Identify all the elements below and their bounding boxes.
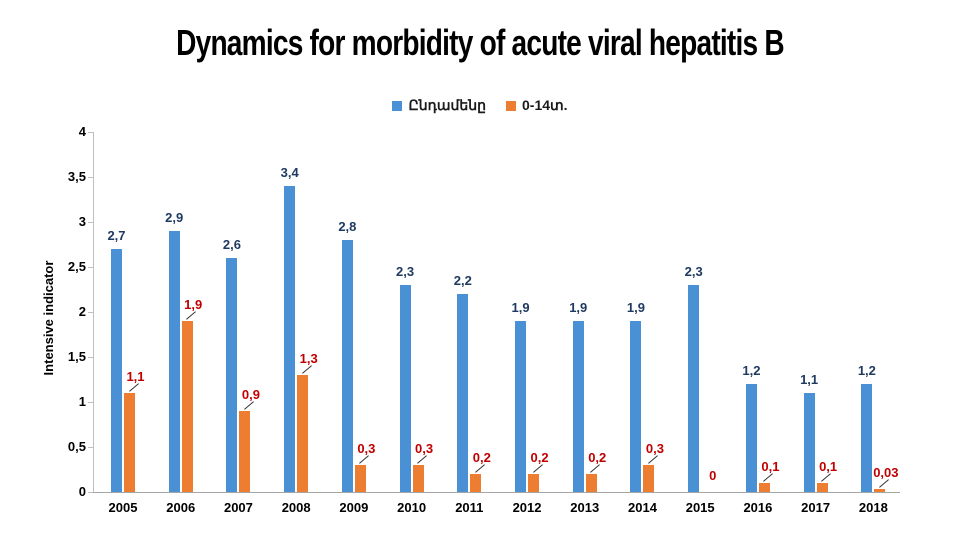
bar-label-total-2006: 2,9 xyxy=(165,210,184,225)
bar-0-14-2018 xyxy=(874,489,886,492)
y-axis-tick xyxy=(88,492,93,493)
x-axis-label: 2009 xyxy=(339,500,369,515)
legend-label-total: Ընդամենը xyxy=(408,97,486,113)
legend-swatch-total xyxy=(392,100,403,111)
chart-legend: Ընդամենը 0-14տ. xyxy=(0,97,960,114)
y-axis-tick-label: 3,5 xyxy=(67,169,86,184)
y-axis-tick xyxy=(88,357,93,358)
bar-0-14-2009 xyxy=(354,465,366,492)
x-axis-label: 2007 xyxy=(223,500,253,515)
bar-label-0-14-2011: 0,2 xyxy=(472,450,491,465)
bar-label-0-14-2017: 0,1 xyxy=(819,459,838,474)
x-axis-label: 2006 xyxy=(166,500,196,515)
y-axis-tick xyxy=(88,447,93,448)
bar-0-14-2012 xyxy=(528,474,540,492)
bar-label-total-2007: 2,6 xyxy=(222,237,241,252)
bar-label-0-14-2012: 0,2 xyxy=(530,450,549,465)
bar-label-0-14-2014: 0,3 xyxy=(645,441,664,456)
bar-label-total-2014: 1,9 xyxy=(626,300,645,315)
bar-total-2008 xyxy=(284,186,296,492)
y-axis-tick xyxy=(88,402,93,403)
bar-label-total-2013: 1,9 xyxy=(569,300,588,315)
bar-label-0-14-2016: 0,1 xyxy=(761,459,780,474)
bar-total-2018 xyxy=(861,384,873,492)
bar-label-0-14-2008: 1,3 xyxy=(299,351,318,366)
bar-label-total-2017: 1,1 xyxy=(800,372,819,387)
bar-0-14-2011 xyxy=(470,474,482,492)
legend-swatch-0-14 xyxy=(506,100,516,111)
bar-total-2017 xyxy=(803,393,815,492)
y-axis-tick xyxy=(88,177,93,178)
bar-0-14-2014 xyxy=(643,465,655,492)
bar-label-0-14-2007: 0,9 xyxy=(241,387,260,402)
bar-total-2013 xyxy=(572,321,584,492)
bar-total-2009 xyxy=(341,240,353,492)
y-axis-tick xyxy=(88,312,93,313)
x-axis-label: 2015 xyxy=(685,500,715,515)
bar-label-total-2010: 2,3 xyxy=(396,264,415,279)
x-axis-label: 2014 xyxy=(628,500,657,515)
y-axis-line xyxy=(93,132,94,492)
bar-0-14-2010 xyxy=(412,465,424,492)
y-axis-tick-label: 1 xyxy=(78,394,86,409)
bar-label-total-2008: 3,4 xyxy=(280,165,299,180)
bar-total-2016 xyxy=(745,384,757,492)
x-axis-label: 2008 xyxy=(281,500,311,515)
bar-0-14-2005 xyxy=(124,393,135,492)
bar-label-total-2009: 2,8 xyxy=(338,219,357,234)
bar-label-total-2005: 2,7 xyxy=(107,228,126,243)
bar-label-total-2012: 1,9 xyxy=(511,300,530,315)
y-axis-tick-label: 0,5 xyxy=(67,439,86,454)
legend-item-0-14: 0-14տ. xyxy=(506,97,568,114)
y-axis-tick-label: 2 xyxy=(78,304,86,319)
bar-total-2014 xyxy=(630,321,642,492)
bar-total-2010 xyxy=(399,285,411,492)
bar-total-2007 xyxy=(226,258,238,492)
legend-label-0-14: 0-14տ. xyxy=(522,97,568,113)
y-axis-tick-label: 4 xyxy=(78,124,86,139)
y-axis-tick xyxy=(88,132,93,133)
bar-total-2015 xyxy=(688,285,700,492)
bar-0-14-2017 xyxy=(816,483,828,492)
bar-label-0-14-2010: 0,3 xyxy=(415,441,434,456)
bar-label-total-2016: 1,2 xyxy=(742,363,761,378)
bar-label-0-14-2006: 1,9 xyxy=(184,297,203,312)
bar-label-total-2018: 1,2 xyxy=(857,363,876,378)
x-axis-label: 2018 xyxy=(858,500,888,515)
y-axis-tick xyxy=(88,267,93,268)
bar-label-0-14-2018: 0,03 xyxy=(873,465,899,481)
bar-0-14-2016 xyxy=(758,483,770,492)
chart-title: Dynamics for morbidity of acute viral he… xyxy=(176,22,785,63)
y-axis-tick-label: 1,5 xyxy=(67,349,86,364)
x-axis-label: 2012 xyxy=(512,500,542,515)
bar-label-0-14-2005: 1,1 xyxy=(126,369,145,384)
bar-total-2006 xyxy=(168,231,180,492)
x-axis-line xyxy=(93,492,900,493)
bar-0-14-2006 xyxy=(181,321,193,492)
legend-item-total: Ընդամենը xyxy=(392,97,486,114)
bar-total-2012 xyxy=(515,321,527,492)
bar-label-0-14-2009: 0,3 xyxy=(357,441,376,456)
bar-label-total-2011: 2,2 xyxy=(453,273,472,288)
y-axis-tick-label: 3 xyxy=(78,214,86,229)
y-axis-tick-label: 2,5 xyxy=(67,259,86,274)
x-axis-label: 2016 xyxy=(743,500,773,515)
bar-label-0-14-2015: 0 xyxy=(709,468,717,483)
x-axis-label: 2011 xyxy=(455,500,484,515)
bar-0-14-2008 xyxy=(297,375,309,492)
bar-0-14-2007 xyxy=(239,411,251,492)
x-axis-label: 2013 xyxy=(570,500,600,515)
bar-label-total-2015: 2,3 xyxy=(684,264,703,279)
x-axis-label: 2017 xyxy=(801,500,831,515)
y-axis-tick xyxy=(88,222,93,223)
bar-total-2005 xyxy=(111,249,122,492)
bar-total-2011 xyxy=(457,294,469,492)
bar-label-0-14-2013: 0,2 xyxy=(588,450,607,465)
x-axis-label: 2005 xyxy=(108,500,138,515)
y-axis-tick-label: 0 xyxy=(78,484,86,499)
bar-0-14-2013 xyxy=(585,474,597,492)
x-axis-label: 2010 xyxy=(397,500,427,515)
